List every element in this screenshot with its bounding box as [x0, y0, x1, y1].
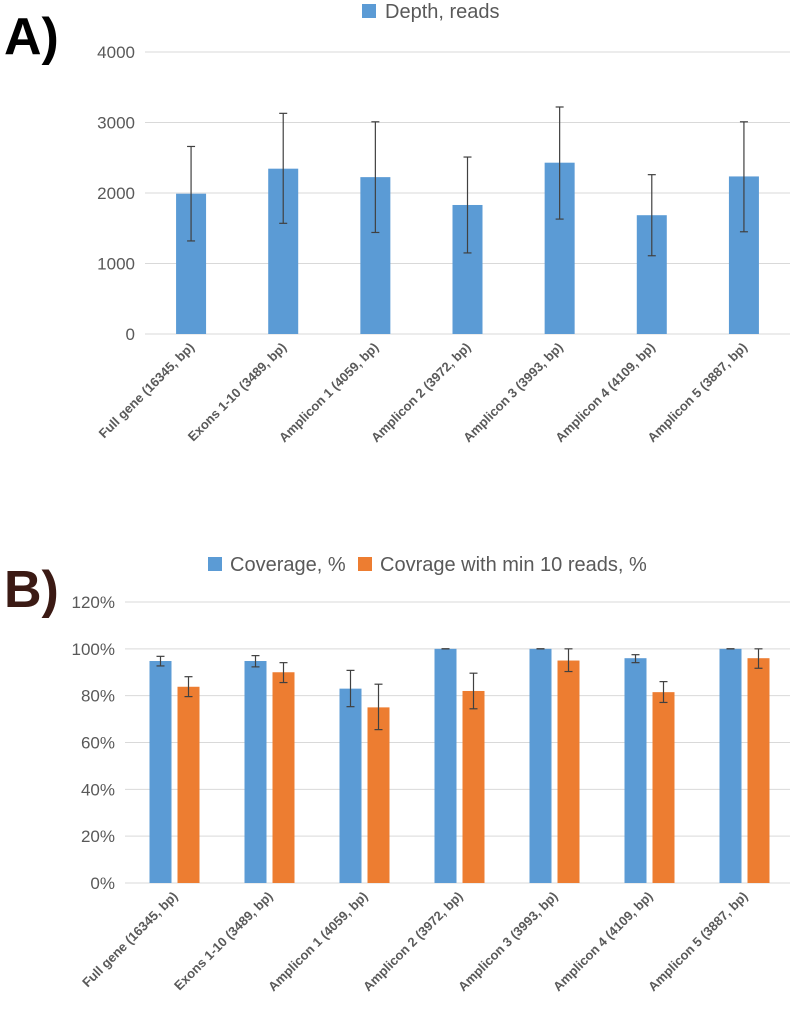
panel-b-legend-label-coverage: Coverage, % — [230, 554, 346, 576]
panel-b-bar-s1-0 — [177, 686, 200, 883]
panel-a-legend-label-depth: Depth, reads — [385, 1, 500, 23]
panel-b-category-label: Amplicon 3 (3993, bp) — [455, 889, 561, 995]
panel-b-y-tick-label: 20% — [81, 827, 115, 846]
panel-a-category-label: Exons 1-10 (3489, bp) — [185, 340, 290, 445]
panel-a-label: A) — [4, 8, 59, 66]
panel-b-bar-s1-2 — [367, 707, 390, 883]
panel-b-plot: 0% 20% 40% 60% 80% 100% 120% Full gene (16345, … — [72, 593, 790, 994]
panel-b-bar-s0-0 — [149, 661, 172, 883]
panel-b-bar-s0-1 — [244, 661, 267, 883]
panel-a-plot: 0 1000 2000 3000 4000 Full gene (16345, bp)Ex… — [96, 43, 790, 445]
panel-b-bar-s0-6 — [719, 648, 742, 883]
panel-a-legend: Depth, reads — [362, 1, 500, 23]
panel-a-y-tick-label: 3000 — [97, 114, 135, 133]
panel-a-category-label: Amplicon 2 (3972, bp) — [368, 340, 474, 446]
panel-b-bar-s0-5 — [624, 658, 647, 883]
panel-b-category-label: Exons 1-10 (3489, bp) — [171, 889, 276, 994]
panel-b-legend-swatch-min10 — [358, 557, 372, 571]
panel-a-category-label: Amplicon 3 (3993, bp) — [460, 340, 566, 446]
panel-b-category-label: Amplicon 4 (4109, bp) — [550, 889, 656, 995]
panel-b-category-label: Amplicon 1 (4059, bp) — [265, 889, 371, 995]
panel-b-bar-s1-4 — [557, 660, 580, 883]
panel-a-y-tick-label: 1000 — [97, 255, 135, 274]
panel-b-y-tick-label: 100% — [72, 640, 115, 659]
panel-b-bar-s1-6 — [747, 658, 770, 883]
panel-b-bar-s1-3 — [462, 690, 485, 883]
panel-a-y-tick-label: 2000 — [97, 184, 135, 203]
panel-b-legend-swatch-coverage — [208, 557, 222, 571]
panel-b-legend: Coverage, % Covrage with min 10 reads, % — [208, 554, 647, 576]
panel-a-category-label: Amplicon 1 (4059, bp) — [276, 340, 382, 446]
panel-b-bar-s0-2 — [339, 688, 362, 883]
panel-a-y-tick-label: 0 — [126, 325, 135, 344]
panel-b-bar-s1-1 — [272, 672, 295, 883]
panel-b-bar-s0-3 — [434, 648, 457, 883]
panel-a-legend-swatch-depth — [362, 4, 376, 18]
panel-b-y-tick-label: 80% — [81, 687, 115, 706]
panel-b-bar-s0-4 — [529, 648, 552, 883]
panel-b-y-tick-label: 40% — [81, 780, 115, 799]
panel-b-category-label: Amplicon 5 (3887, bp) — [645, 889, 751, 995]
panel-a-category-label: Full gene (16345, bp) — [96, 340, 198, 442]
panel-b-bar-s1-5 — [652, 692, 675, 883]
panel-b-label: B) — [4, 561, 59, 619]
panel-a-category-label: Amplicon 4 (4109, bp) — [552, 340, 658, 446]
panel-b-y-tick-label: 60% — [81, 734, 115, 753]
panel-b-y-tick-label: 120% — [72, 593, 115, 612]
panel-a-category-label: Amplicon 5 (3887, bp) — [644, 340, 750, 446]
panel-b-legend-label-min10: Covrage with min 10 reads, % — [380, 554, 647, 576]
panel-b-y-tick-label: 0% — [90, 874, 115, 893]
panel-b-category-label: Amplicon 2 (3972, bp) — [360, 889, 466, 995]
panel-b-category-label: Full gene (16345, bp) — [79, 889, 181, 991]
panel-a-y-tick-label: 4000 — [97, 43, 135, 62]
